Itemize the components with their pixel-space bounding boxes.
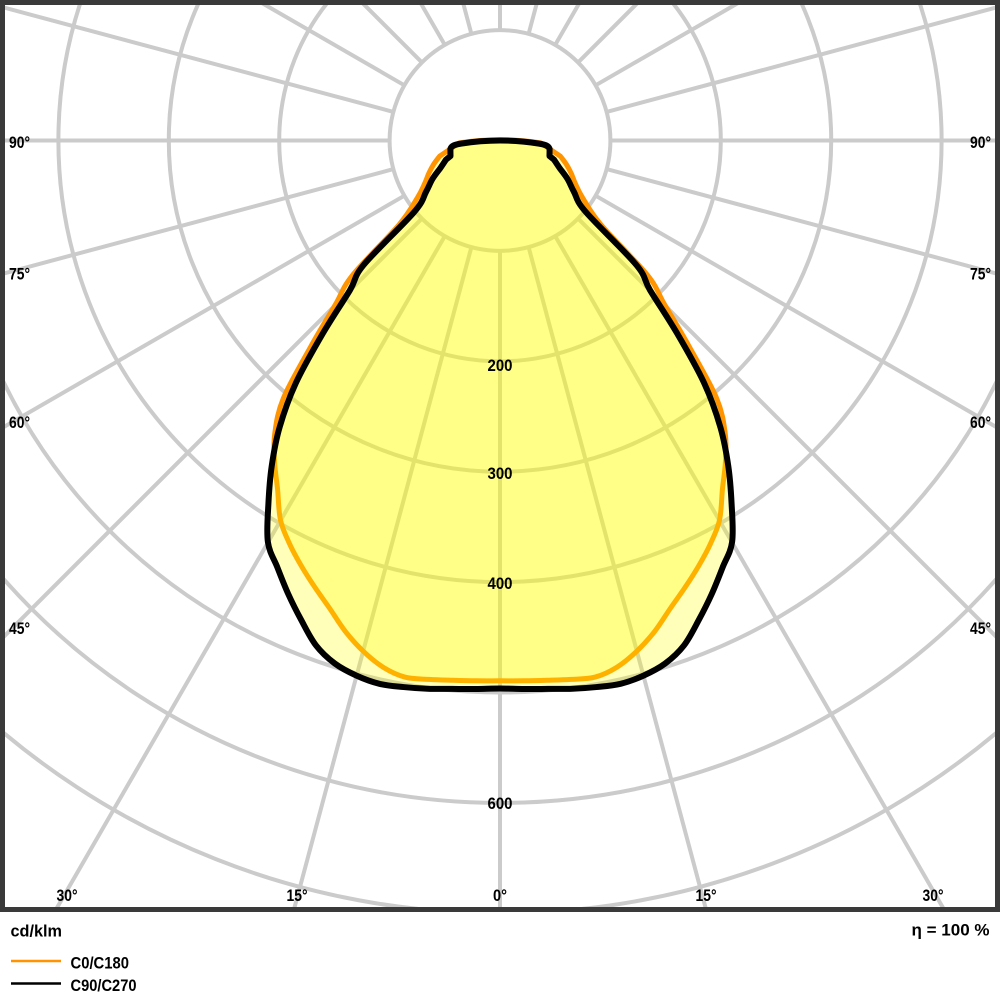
svg-text:400: 400	[488, 574, 513, 593]
svg-text:cd/klm: cd/klm	[11, 922, 63, 941]
svg-text:600: 600	[488, 794, 513, 813]
svg-text:45°: 45°	[970, 619, 991, 638]
svg-text:0°: 0°	[493, 886, 507, 905]
svg-text:75°: 75°	[9, 265, 30, 284]
svg-text:75°: 75°	[970, 265, 991, 284]
svg-text:300: 300	[488, 464, 513, 483]
svg-text:C90/C270: C90/C270	[71, 976, 137, 995]
svg-text:η = 100 %: η = 100 %	[912, 921, 990, 940]
svg-text:45°: 45°	[9, 619, 30, 638]
svg-text:60°: 60°	[9, 413, 30, 432]
svg-text:60°: 60°	[970, 413, 991, 432]
svg-text:30°: 30°	[57, 886, 78, 905]
svg-text:15°: 15°	[696, 886, 717, 905]
svg-text:90°: 90°	[970, 133, 991, 152]
svg-text:C0/C180: C0/C180	[71, 954, 130, 973]
svg-text:30°: 30°	[923, 886, 944, 905]
svg-text:15°: 15°	[287, 886, 308, 905]
svg-text:200: 200	[488, 356, 513, 375]
svg-text:90°: 90°	[9, 133, 30, 152]
